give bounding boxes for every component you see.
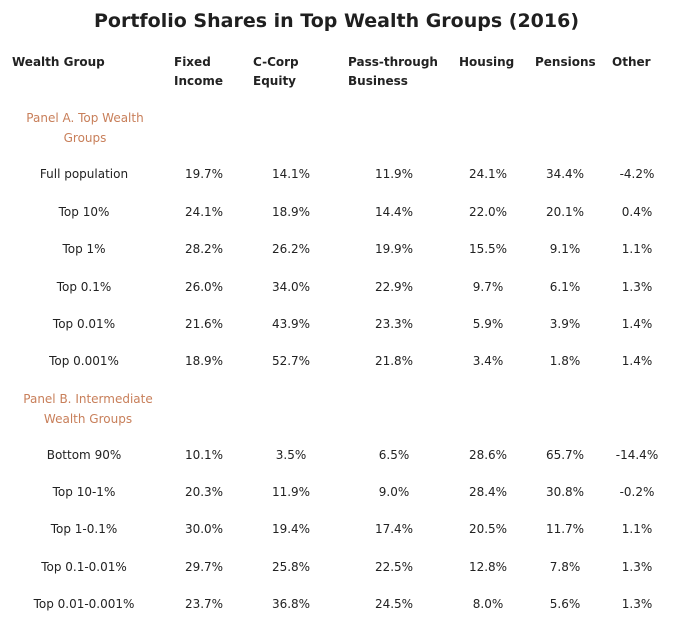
table-cell-fixed-income: 20.3%: [184, 485, 224, 499]
panel-b-heading: Panel B. Intermediate Wealth Groups: [23, 392, 153, 426]
table-cell-passthrough: 11.9%: [374, 167, 414, 181]
table-cell-pensions: 11.7%: [545, 522, 585, 536]
table-row: Top 0.1-0.01% 29.7% 25.8% 22.5% 12.8% 7.8% 1.3…: [0, 557, 673, 577]
wealth-group-cell: Bottom 90%: [46, 448, 122, 462]
table-cell-pensions: 20.1%: [545, 205, 585, 219]
table-cell-passthrough: 17.4%: [374, 522, 414, 536]
table-cell-housing: 8.0%: [472, 597, 504, 611]
table-cell-other: 1.3%: [621, 597, 653, 611]
table-cell-other: 1.4%: [621, 354, 653, 368]
page-title: Portfolio Shares in Top Wealth Groups (2…: [93, 10, 580, 32]
table-row: Bottom 90% 10.1% 3.5% 6.5% 28.6% 65.7% -14.4%: [0, 445, 673, 465]
table-cell-other: 1.4%: [621, 317, 653, 331]
table-cell-pensions: 9.1%: [549, 242, 581, 256]
table-cell-housing: 5.9%: [472, 317, 504, 331]
table-row: Top 0.1% 26.0% 34.0% 22.9% 9.7% 6.1% 1.3%: [0, 277, 673, 297]
table-cell-fixed-income: 28.2%: [184, 242, 224, 256]
table-row: Top 10% 24.1% 18.9% 14.4% 22.0% 20.1% 0.4%: [0, 202, 673, 222]
table-cell-housing: 20.5%: [468, 522, 508, 536]
table-cell-ccorp: 52.7%: [271, 354, 311, 368]
table-row: Top 0.001% 18.9% 52.7% 21.8% 3.4% 1.8% 1.4%: [0, 351, 673, 371]
table-cell-ccorp: 34.0%: [271, 280, 311, 294]
table-cell-fixed-income: 23.7%: [184, 597, 224, 611]
panel-a-heading: Panel A. Top Wealth Groups: [26, 111, 144, 145]
table-cell-pensions: 3.9%: [549, 317, 581, 331]
table-cell-pensions: 30.8%: [545, 485, 585, 499]
table-cell-ccorp: 36.8%: [271, 597, 311, 611]
wealth-group-cell: Top 10-1%: [52, 485, 116, 499]
table-cell-passthrough: 14.4%: [374, 205, 414, 219]
table-cell-passthrough: 6.5%: [378, 448, 410, 462]
wealth-group-cell: Top 0.01-0.001%: [33, 597, 135, 611]
table-cell-ccorp: 3.5%: [275, 448, 307, 462]
table-cell-housing: 3.4%: [472, 354, 504, 368]
wealth-group-cell: Top 0.001%: [49, 354, 119, 368]
table-cell-other: 0.4%: [621, 205, 653, 219]
table-cell-housing: 12.8%: [468, 560, 508, 574]
table-cell-passthrough: 19.9%: [374, 242, 414, 256]
table-row: Top 10-1% 20.3% 11.9% 9.0% 28.4% 30.8% -0.2%: [0, 482, 673, 502]
table-cell-fixed-income: 24.1%: [184, 205, 224, 219]
table-cell-housing: 28.4%: [468, 485, 508, 499]
table-cell-passthrough: 9.0%: [378, 485, 410, 499]
column-header-ccorp-equity: C-Corp Equity: [253, 55, 299, 88]
wealth-group-cell: Top 1%: [62, 242, 106, 256]
table-cell-fixed-income: 30.0%: [184, 522, 224, 536]
table-row: Full population 19.7% 14.1% 11.9% 24.1% 34.4%…: [0, 164, 673, 184]
table-cell-passthrough: 23.3%: [374, 317, 414, 331]
table-cell-fixed-income: 10.1%: [184, 448, 224, 462]
table-cell-fixed-income: 26.0%: [184, 280, 224, 294]
table-cell-ccorp: 26.2%: [271, 242, 311, 256]
table-cell-passthrough: 24.5%: [374, 597, 414, 611]
column-header-housing: Housing: [459, 55, 515, 69]
table-cell-housing: 24.1%: [468, 167, 508, 181]
table-cell-fixed-income: 29.7%: [184, 560, 224, 574]
table-cell-ccorp: 11.9%: [271, 485, 311, 499]
table-cell-pensions: 6.1%: [549, 280, 581, 294]
table-cell-pensions: 65.7%: [545, 448, 585, 462]
column-header-pass-through: Pass-through Business: [348, 55, 438, 88]
column-header-wealth-group: Wealth Group: [12, 55, 105, 69]
wealth-group-cell: Top 1-0.1%: [50, 522, 118, 536]
table-cell-passthrough: 21.8%: [374, 354, 414, 368]
table-cell-passthrough: 22.5%: [374, 560, 414, 574]
table-cell-other: -4.2%: [619, 167, 655, 181]
table-cell-fixed-income: 19.7%: [184, 167, 224, 181]
column-header-other: Other: [612, 55, 651, 69]
table-cell-ccorp: 25.8%: [271, 560, 311, 574]
table-cell-other: -0.2%: [619, 485, 655, 499]
table-cell-ccorp: 18.9%: [271, 205, 311, 219]
table-cell-other: 1.1%: [621, 242, 653, 256]
table-cell-fixed-income: 18.9%: [184, 354, 224, 368]
wealth-group-cell: Top 10%: [58, 205, 110, 219]
table-cell-passthrough: 22.9%: [374, 280, 414, 294]
wealth-group-cell: Full population: [39, 167, 129, 181]
column-header-fixed-income: Fixed Income: [174, 55, 224, 88]
table-cell-other: 1.1%: [621, 522, 653, 536]
table-cell-pensions: 7.8%: [549, 560, 581, 574]
table-cell-other: 1.3%: [621, 280, 653, 294]
wealth-group-cell: Top 0.1%: [56, 280, 112, 294]
table-cell-other: -14.4%: [615, 448, 659, 462]
table-cell-pensions: 1.8%: [549, 354, 581, 368]
table-cell-ccorp: 43.9%: [271, 317, 311, 331]
table-row: Top 0.01% 21.6% 43.9% 23.3% 5.9% 3.9% 1.4%: [0, 314, 673, 334]
table-cell-housing: 15.5%: [468, 242, 508, 256]
table-row: Top 0.01-0.001% 23.7% 36.8% 24.5% 8.0% 5.6% 1.…: [0, 594, 673, 614]
table-cell-fixed-income: 21.6%: [184, 317, 224, 331]
table-cell-other: 1.3%: [621, 560, 653, 574]
table-cell-housing: 22.0%: [468, 205, 508, 219]
table-cell-pensions: 34.4%: [545, 167, 585, 181]
table-row: Top 1% 28.2% 26.2% 19.9% 15.5% 9.1% 1.1%: [0, 239, 673, 259]
column-header-pensions: Pensions: [535, 55, 596, 69]
table-cell-housing: 28.6%: [468, 448, 508, 462]
table-row: Top 1-0.1% 30.0% 19.4% 17.4% 20.5% 11.7% 1.1%: [0, 519, 673, 539]
wealth-group-cell: Top 0.1-0.01%: [41, 560, 127, 574]
table-cell-housing: 9.7%: [472, 280, 504, 294]
table-cell-ccorp: 19.4%: [271, 522, 311, 536]
wealth-group-cell: Top 0.01%: [52, 317, 116, 331]
table-cell-pensions: 5.6%: [549, 597, 581, 611]
table-cell-ccorp: 14.1%: [271, 167, 311, 181]
